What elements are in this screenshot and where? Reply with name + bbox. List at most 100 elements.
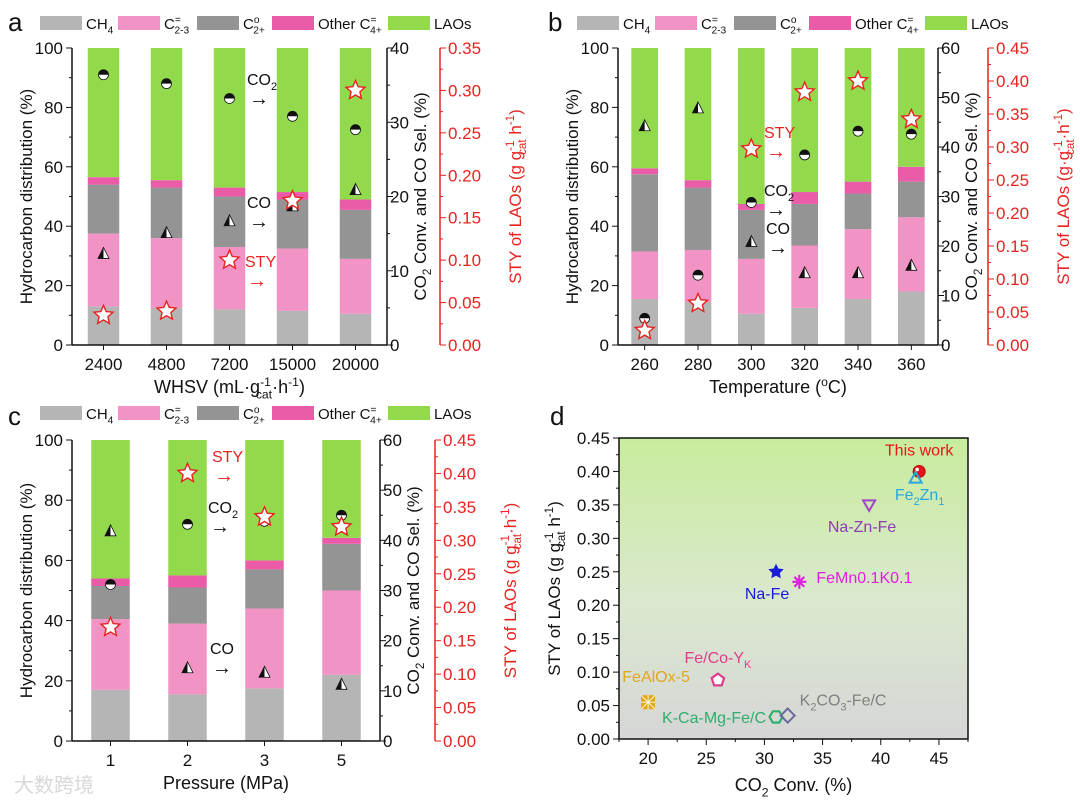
y-tick-label: 0.20: [577, 596, 610, 615]
right-axis-title: CO2 Conv. and CO Sel. (%): [962, 92, 985, 300]
legend-label: Other C= 4+: [318, 405, 382, 427]
bar-segment-laos: [150, 48, 183, 181]
y-tick-label: 100: [35, 431, 63, 450]
legend-swatch: [197, 406, 239, 420]
point-label: FeAlOx-5: [622, 669, 690, 686]
x-tick-label: 5: [337, 751, 346, 770]
x-tick-label: 30: [755, 749, 774, 768]
x-tick-label: 20: [639, 749, 658, 768]
panel-letter: b: [548, 7, 562, 37]
annotation-label: CO: [766, 221, 790, 238]
bar-segment-c23: [339, 258, 372, 314]
x-tick-label: 20000: [332, 355, 379, 374]
legend-swatch: [118, 16, 160, 30]
y-axis-title: Hydrocarbon distribution (%): [17, 483, 36, 698]
watermark: 大数跨境: [14, 773, 94, 797]
y-tick-label: 0.40: [577, 462, 610, 481]
right-tick-label: 20: [390, 188, 409, 207]
sty-tick-label: 0.45: [443, 431, 476, 450]
bar-segment-c2o: [738, 209, 765, 259]
bar-segment-otherc4: [898, 166, 925, 182]
x-axis-title: Temperature (oC): [709, 375, 847, 397]
legend-label: CH4: [623, 16, 651, 37]
co2-conversion-marker-fill: [693, 270, 703, 276]
y-tick-label: 40: [44, 217, 63, 236]
sty-tick-label: 0.10: [443, 665, 476, 684]
bar-segment-laos: [631, 48, 658, 169]
right-tick-label: 50: [941, 89, 960, 108]
bar-segment-laos: [791, 48, 818, 193]
bar-segment-c23: [738, 258, 765, 314]
x-tick-label: 4800: [148, 355, 186, 374]
bar-segment-laos: [844, 48, 872, 182]
sty-axis-title: STY of LAOs (g g-1cat·h-1): [499, 503, 524, 679]
co-selectivity-marker-fill: [98, 247, 104, 259]
bar-segment-otherc4: [150, 180, 183, 188]
annotation-arrow: →: [247, 270, 267, 292]
legend-label: C= 2-3: [701, 15, 727, 37]
annotation-arrow: →: [214, 465, 234, 487]
panel-letter: d: [550, 401, 564, 431]
point-label: Fe2Zn1: [895, 487, 944, 508]
legend-label: C= 2-3: [164, 405, 190, 427]
diamond-marker: [779, 707, 797, 725]
legend-swatch: [40, 406, 82, 420]
co2-conversion-marker-fill: [799, 149, 810, 155]
bar-segment-ch4: [213, 309, 246, 345]
y-axis-title: STY of LAOs (g g-1cat h-1): [543, 501, 568, 676]
y-axis-title: Hydrocarbon distribution (%): [17, 89, 36, 304]
y-tick-label: 80: [44, 491, 63, 510]
sty-marker: [218, 248, 241, 270]
bar-segment-c2o: [844, 193, 872, 230]
right-tick-label: 10: [390, 262, 409, 281]
bar-segment-c23: [168, 623, 207, 695]
bar-segment-c2o: [245, 569, 284, 609]
sty-marker: [900, 107, 923, 129]
right-tick-label: 10: [383, 682, 402, 701]
y-axis-title: Hydrocarbon distribution (%): [563, 89, 582, 304]
annotation-label: STY: [212, 449, 243, 466]
legend-label: C= 2-3: [164, 15, 190, 37]
pentagon-marker: [710, 672, 726, 687]
point-label: FeMn0.1K0.1: [816, 570, 912, 587]
legend-swatch: [577, 16, 619, 30]
bar-segment-c2o: [91, 585, 130, 620]
bar-segment-otherc4: [339, 199, 372, 210]
bar-segment-ch4: [898, 291, 925, 345]
triangle-down-marker: [861, 499, 877, 513]
sty-tick-label: 0.35: [443, 498, 476, 517]
sty-marker: [633, 318, 656, 341]
sty-tick-label: 0.20: [996, 204, 1029, 223]
co-selectivity-marker-fill: [350, 183, 356, 195]
co-selectivity-marker-fill: [639, 119, 645, 131]
sty-tick-label: 0.25: [996, 171, 1029, 190]
right-tick-label: 0: [390, 336, 399, 355]
sty-tick-label: 0.45: [996, 39, 1029, 58]
y-tick-label: 0.45: [577, 429, 610, 448]
sty-marker: [253, 505, 276, 527]
co2-conversion-marker-fill: [287, 111, 298, 117]
co-selectivity-marker-fill: [852, 266, 858, 278]
right-tick-label: 30: [383, 582, 402, 601]
bar-segment-otherc4: [791, 192, 818, 204]
co2-conversion-marker-fill: [161, 78, 172, 84]
annotation-arrow: →: [768, 237, 788, 259]
bar-segment-otherc4: [631, 168, 658, 175]
sty-marker: [793, 80, 816, 102]
right-tick-label: 60: [383, 431, 402, 450]
sty-tick-label: 0.25: [448, 124, 481, 143]
legend-label: LAOs: [434, 16, 472, 33]
sty-tick-label: 0.25: [443, 565, 476, 584]
x-tick-label: 300: [737, 355, 765, 374]
sty-tick-label: 0.05: [448, 294, 481, 313]
bar-segment-laos: [91, 440, 130, 579]
annotation-arrow: →: [249, 88, 269, 110]
bar-segment-c23: [87, 233, 120, 307]
legend-swatch: [809, 16, 851, 30]
legend-swatch: [388, 16, 430, 30]
right-axis-title: CO2 Conv. and CO Sel. (%): [411, 92, 434, 300]
x-tick-label: 3: [260, 751, 269, 770]
bar-segment-laos: [738, 48, 765, 204]
